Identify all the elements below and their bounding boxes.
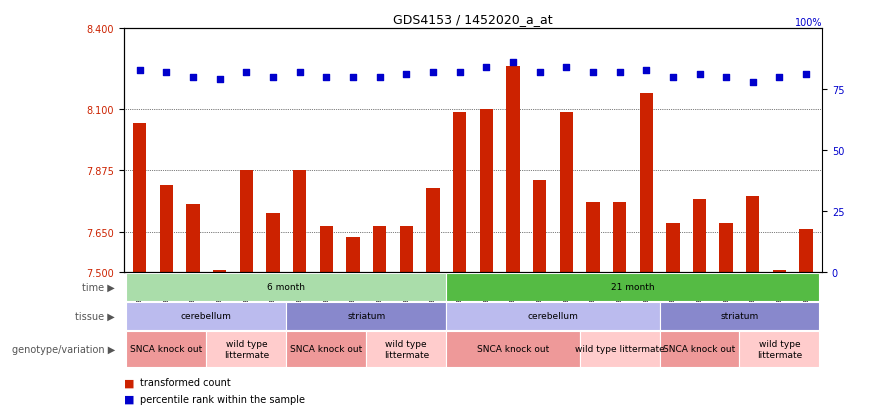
Bar [213,270,226,273]
Bar [133,123,147,273]
Text: striatum: striatum [720,311,758,320]
Bar [659,331,740,367]
Point [133,67,147,74]
Bar [286,302,446,330]
Bar [206,331,286,367]
Bar [639,94,653,273]
Bar [740,331,819,367]
Bar [366,331,446,367]
Bar [320,227,333,273]
Point [639,67,653,74]
Bar [266,213,279,273]
Title: GDS4153 / 1452020_a_at: GDS4153 / 1452020_a_at [393,13,552,26]
Point [479,64,493,71]
Point [426,69,440,76]
Text: ■: ■ [124,394,134,404]
Text: transformed count: transformed count [140,377,231,387]
Text: SNCA knock out: SNCA knock out [290,344,362,354]
Bar [347,237,360,273]
Point [532,69,546,76]
Point [506,60,520,66]
Text: 100%: 100% [795,18,822,28]
Bar [240,171,253,273]
Text: cerebellum: cerebellum [181,311,232,320]
Bar [586,202,599,273]
Bar [446,302,659,330]
Text: wild type
littermate: wild type littermate [757,339,802,358]
Bar [286,331,366,367]
Bar [693,199,706,273]
Point [266,74,280,81]
Bar [160,186,173,273]
Bar [773,270,786,273]
Text: wild type
littermate: wild type littermate [224,339,269,358]
Text: tissue ▶: tissue ▶ [75,311,115,321]
Text: striatum: striatum [347,311,385,320]
Point [719,74,733,81]
Bar [400,227,413,273]
Text: genotype/variation ▶: genotype/variation ▶ [11,344,115,354]
Point [186,74,200,81]
Bar [746,197,759,273]
Point [613,69,627,76]
Point [799,72,813,78]
Bar [507,67,520,273]
Text: SNCA knock out: SNCA knock out [476,344,549,354]
Point [372,74,386,81]
Bar [373,227,386,273]
Text: SNCA knock out: SNCA knock out [130,344,202,354]
Text: 6 month: 6 month [267,282,305,292]
Bar [799,229,812,273]
Bar [560,113,573,273]
Bar [126,273,446,301]
Bar [446,331,580,367]
Bar [126,331,206,367]
Text: wild type
littermate: wild type littermate [384,339,429,358]
Point [213,77,227,83]
Text: cerebellum: cerebellum [528,311,578,320]
Bar [613,202,626,273]
Point [746,79,760,86]
Point [240,69,254,76]
Point [586,69,600,76]
Text: percentile rank within the sample: percentile rank within the sample [140,394,305,404]
Point [400,72,414,78]
Bar [720,224,733,273]
Point [560,64,574,71]
Bar [187,205,200,273]
Point [666,74,680,81]
Text: ■: ■ [124,377,134,387]
Bar [126,302,286,330]
Text: time ▶: time ▶ [82,282,115,292]
Bar [659,302,819,330]
Point [319,74,333,81]
Point [159,69,173,76]
Bar [533,180,546,273]
Point [773,74,787,81]
Bar [453,113,466,273]
Bar [446,273,819,301]
Point [692,72,706,78]
Text: wild type littermate: wild type littermate [575,344,665,354]
Point [346,74,360,81]
Bar [580,331,659,367]
Point [293,69,307,76]
Bar [480,110,493,273]
Text: 21 month: 21 month [611,282,655,292]
Text: SNCA knock out: SNCA knock out [663,344,735,354]
Bar [293,171,307,273]
Bar [426,189,439,273]
Bar [667,224,680,273]
Point [453,69,467,76]
